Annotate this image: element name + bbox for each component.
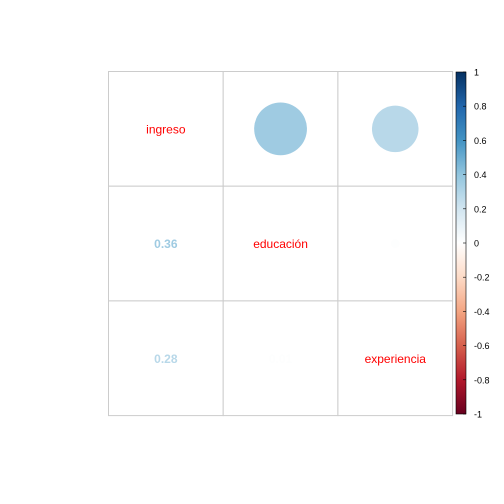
- colorbar-tick-label-5: 0: [474, 239, 479, 249]
- colorbar: 1 0.8 0.6 0.4 0.2 0 -0.2 -0.4 -0.6 -0.8 -1: [455, 68, 490, 420]
- grid-cell-1-1: [222, 185, 339, 302]
- corr-circle-0-2: [371, 105, 419, 153]
- corr-number-1-0: 0.36: [154, 237, 178, 251]
- colorbar-tick-label-8: -0.6: [474, 341, 490, 351]
- colorbar-tick-label-7: -0.4: [474, 307, 490, 317]
- colorbar-tick-label-2: 0.6: [474, 136, 487, 146]
- colorbar-tick-label-1: 0.8: [474, 102, 487, 112]
- colorbar-tick-label-4: 0.2: [474, 204, 487, 214]
- grid-cell-2-2: [337, 300, 454, 417]
- grid-cell-2-0: [108, 300, 224, 417]
- corr-circle-1-2: [390, 239, 400, 248]
- grid-cell-2-1: [222, 300, 339, 417]
- variable-label-0: ingreso: [146, 122, 186, 136]
- colorbar-tick-label-6: -0.2: [474, 273, 490, 283]
- grid-cell-1-0: [108, 185, 224, 302]
- corr-circle-0-1: [254, 102, 307, 156]
- colorbar-tick-label-9: -0.8: [474, 375, 490, 385]
- colorbar-tick-label-3: 0.4: [474, 170, 487, 180]
- variable-label-2: experiencia: [365, 352, 427, 366]
- corr-number-2-0: 0.28: [154, 352, 178, 366]
- colorbar-tick-label-10: -1: [474, 410, 482, 420]
- matrix-marks: ingreso 0.36 educación 0.28 0.01 experiencia: [146, 102, 427, 366]
- corr-number-2-1: 0.01: [269, 352, 293, 366]
- matrix-cells: [108, 71, 454, 417]
- variable-label-1: educación: [253, 237, 308, 251]
- grid-cell-0-0: [108, 71, 224, 187]
- colorbar-tick-label-0: 1: [474, 68, 479, 78]
